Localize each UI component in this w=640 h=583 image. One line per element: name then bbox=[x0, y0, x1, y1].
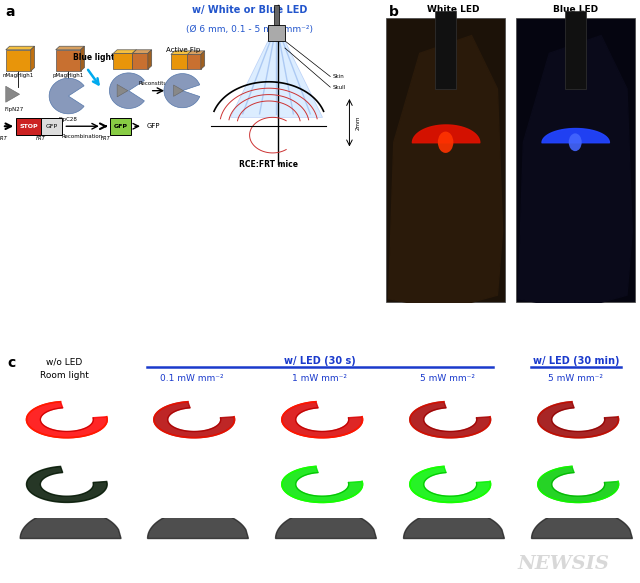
Polygon shape bbox=[6, 86, 20, 102]
Text: a: a bbox=[6, 5, 15, 19]
Bar bbox=[113, 53, 132, 69]
Text: FlpC28: FlpC28 bbox=[59, 117, 78, 122]
Bar bbox=[274, 5, 279, 25]
Text: Room light: Room light bbox=[40, 371, 88, 380]
Text: nMagHigh1: nMagHigh1 bbox=[3, 73, 34, 78]
Polygon shape bbox=[26, 402, 107, 438]
Text: c: c bbox=[8, 356, 16, 370]
Bar bbox=[56, 50, 81, 71]
Polygon shape bbox=[20, 510, 121, 539]
Text: GFP: GFP bbox=[45, 124, 58, 129]
Text: GFP: GFP bbox=[147, 123, 160, 129]
Text: Recombination: Recombination bbox=[62, 134, 103, 139]
Bar bbox=[565, 10, 586, 89]
Bar bbox=[132, 53, 148, 69]
Text: Active Flp: Active Flp bbox=[166, 47, 201, 52]
Text: RCE:FRT mice: RCE:FRT mice bbox=[239, 160, 298, 169]
FancyBboxPatch shape bbox=[41, 118, 62, 135]
Text: w/ White or Blue LED: w/ White or Blue LED bbox=[192, 5, 307, 15]
Text: Blue LED: Blue LED bbox=[552, 5, 598, 15]
Polygon shape bbox=[538, 402, 618, 438]
Text: w/ LED (30 min): w/ LED (30 min) bbox=[532, 356, 620, 366]
Bar bbox=[516, 18, 635, 302]
Bar bbox=[6, 50, 31, 71]
Polygon shape bbox=[282, 402, 362, 438]
Text: 5 mW mm⁻²: 5 mW mm⁻² bbox=[420, 374, 476, 383]
Polygon shape bbox=[410, 402, 490, 438]
Text: 1 mW mm⁻²: 1 mW mm⁻² bbox=[292, 374, 348, 383]
Polygon shape bbox=[388, 36, 502, 302]
Text: Blue light: Blue light bbox=[73, 53, 115, 62]
Polygon shape bbox=[171, 51, 192, 54]
Circle shape bbox=[438, 132, 453, 153]
Bar bbox=[268, 25, 285, 41]
Polygon shape bbox=[56, 46, 84, 50]
Text: FlpN27: FlpN27 bbox=[5, 107, 24, 112]
Polygon shape bbox=[26, 466, 107, 503]
Text: GFP: GFP bbox=[113, 124, 127, 129]
Text: FRT: FRT bbox=[36, 136, 45, 141]
Polygon shape bbox=[148, 510, 248, 539]
Polygon shape bbox=[173, 85, 184, 96]
Wedge shape bbox=[109, 73, 145, 108]
Polygon shape bbox=[31, 46, 35, 71]
Text: White LED: White LED bbox=[427, 5, 479, 15]
Polygon shape bbox=[518, 36, 632, 302]
Text: Skin: Skin bbox=[332, 74, 344, 79]
Text: FRT: FRT bbox=[100, 136, 111, 141]
Wedge shape bbox=[164, 73, 200, 108]
Polygon shape bbox=[148, 50, 152, 69]
Bar bbox=[188, 54, 201, 69]
Polygon shape bbox=[282, 466, 362, 503]
Text: STOP: STOP bbox=[19, 124, 38, 129]
Text: NEWSIS: NEWSIS bbox=[517, 555, 609, 573]
Polygon shape bbox=[404, 510, 504, 539]
Text: 0.1 mW mm⁻²: 0.1 mW mm⁻² bbox=[160, 374, 224, 383]
FancyBboxPatch shape bbox=[16, 118, 41, 135]
Text: w/o LED: w/o LED bbox=[46, 357, 82, 366]
Bar bbox=[171, 54, 188, 69]
Polygon shape bbox=[410, 466, 490, 503]
Polygon shape bbox=[132, 50, 152, 53]
Wedge shape bbox=[49, 78, 84, 114]
Text: b: b bbox=[388, 5, 399, 19]
Text: pMagHigh1: pMagHigh1 bbox=[52, 73, 84, 78]
Text: 5 mW mm⁻²: 5 mW mm⁻² bbox=[548, 374, 604, 383]
Polygon shape bbox=[276, 510, 376, 539]
Text: Reconstitution: Reconstitution bbox=[138, 80, 178, 86]
Polygon shape bbox=[154, 402, 234, 438]
Polygon shape bbox=[113, 50, 136, 53]
Polygon shape bbox=[230, 41, 323, 117]
Polygon shape bbox=[117, 85, 128, 97]
Circle shape bbox=[569, 134, 582, 151]
Bar bbox=[435, 10, 456, 89]
Polygon shape bbox=[132, 50, 136, 69]
Text: (Ø 6 mm, 0.1 - 5 mW mm⁻²): (Ø 6 mm, 0.1 - 5 mW mm⁻²) bbox=[186, 25, 313, 34]
Polygon shape bbox=[188, 51, 192, 69]
Polygon shape bbox=[6, 46, 35, 50]
Polygon shape bbox=[532, 510, 632, 539]
Polygon shape bbox=[201, 51, 205, 69]
Text: 2mm: 2mm bbox=[355, 115, 360, 130]
Text: FRT: FRT bbox=[0, 136, 8, 141]
Bar bbox=[386, 18, 505, 302]
Polygon shape bbox=[538, 466, 618, 503]
FancyBboxPatch shape bbox=[110, 118, 131, 135]
Text: w/ LED (30 s): w/ LED (30 s) bbox=[284, 356, 356, 366]
Polygon shape bbox=[81, 46, 84, 71]
Polygon shape bbox=[188, 51, 205, 54]
Text: Skull: Skull bbox=[332, 85, 346, 90]
